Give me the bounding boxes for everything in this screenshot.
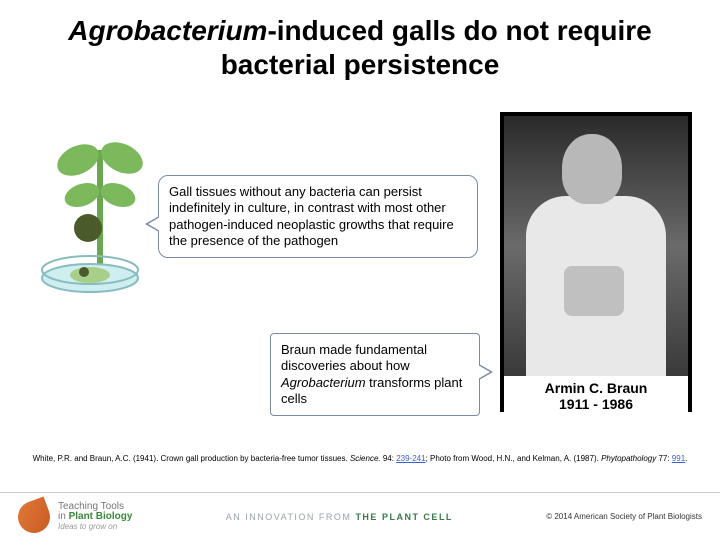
plant-illustration (30, 120, 170, 300)
title-italic: Agrobacterium (68, 15, 267, 46)
citation-link-1[interactable]: 239-241 (396, 454, 425, 463)
callout2-italic: Agrobacterium (281, 375, 366, 390)
citation-link-2[interactable]: 991 (672, 454, 685, 463)
photo-frame: Armin C. Braun 1911 - 1986 (500, 112, 692, 412)
copyright: © 2014 American Society of Plant Biologi… (546, 512, 702, 521)
callout2-pre: Braun made fundamental discoveries about… (281, 342, 427, 373)
logo: Teaching Tools in Plant Biology Ideas to… (18, 501, 132, 533)
leaf-icon (13, 496, 54, 537)
photo-braun (504, 116, 688, 376)
citation: White, P.R. and Braun, A.C. (1941). Crow… (0, 454, 720, 463)
footer: Teaching Tools in Plant Biology Ideas to… (0, 492, 720, 540)
callout-braun: Braun made fundamental discoveries about… (270, 333, 480, 416)
slide-title: Agrobacterium-induced galls do not requi… (0, 0, 720, 89)
logo-text: Teaching Tools in Plant Biology Ideas to… (58, 502, 132, 531)
callout-gall-tissues: Gall tissues without any bacteria can pe… (158, 175, 478, 258)
title-rest: -induced galls do not require bacterial … (221, 15, 652, 80)
innovation-tagline: AN INNOVATION FROM THE PLANT CELL (132, 512, 546, 522)
callout1-text: Gall tissues without any bacteria can pe… (169, 184, 454, 248)
photo-caption: Armin C. Braun 1911 - 1986 (504, 376, 688, 414)
caption-name: Armin C. Braun (504, 380, 688, 396)
caption-years: 1911 - 1986 (504, 396, 688, 412)
